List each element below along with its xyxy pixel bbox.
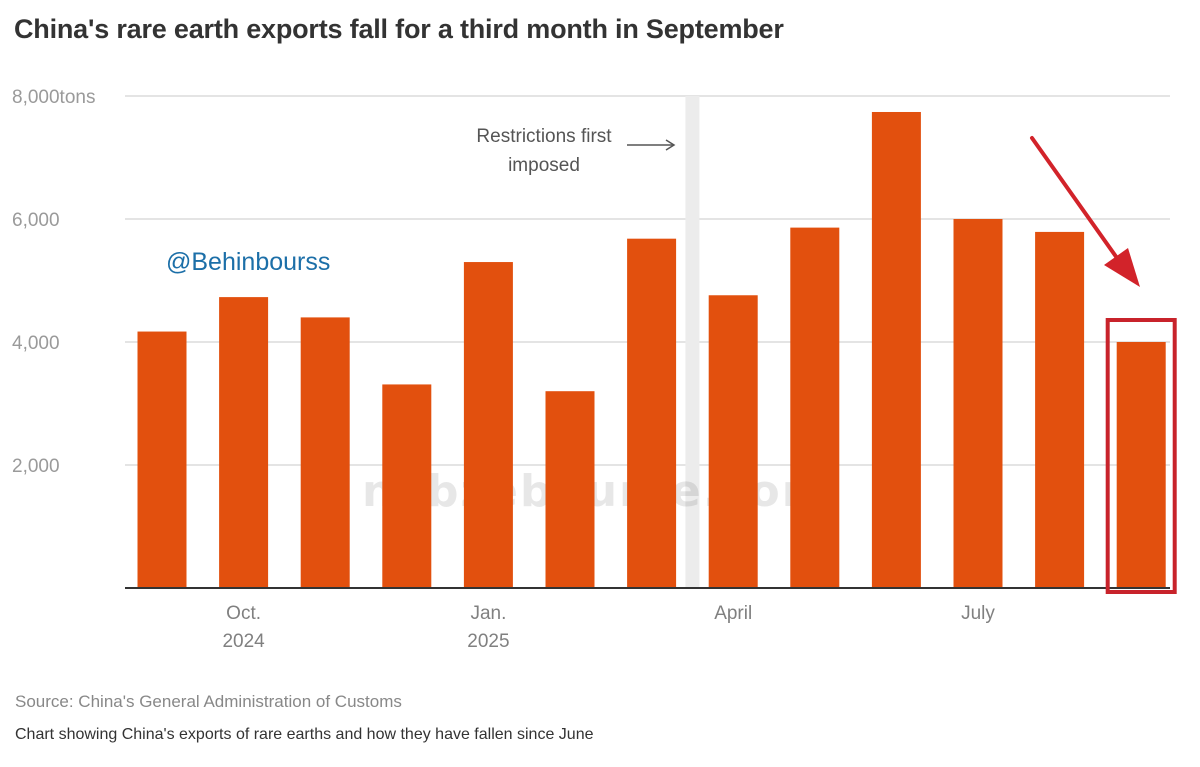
y-tick-label: 8,000tons — [12, 87, 95, 108]
red-arrow-shaft — [1030, 136, 1119, 260]
x-tick-label: July — [961, 603, 995, 624]
highlight-box — [1105, 318, 1177, 594]
bar-jul-2025 — [953, 219, 1003, 588]
y-tick-label: 6,000 — [12, 210, 60, 231]
watermark-site: nabzebourse.com — [362, 466, 830, 517]
chart-caption: Chart showing China's exports of rare ea… — [15, 726, 594, 743]
bar-oct-2024 — [219, 297, 269, 588]
annotation: Restrictions first imposed — [476, 126, 676, 176]
x-axis: Oct. 2024 Jan. 2025 April July — [125, 587, 1170, 652]
x-tick-label: Oct. — [226, 603, 261, 624]
x-tick-sublabel: 2025 — [467, 631, 509, 652]
watermark-handle: @Behinbourss — [166, 248, 330, 276]
bar-mar-2025 — [627, 238, 677, 588]
red-arrow-head-icon — [1104, 248, 1140, 287]
x-tick-label: Jan. — [470, 603, 506, 624]
bar-sep-2025 — [1116, 342, 1166, 588]
bar-sep-2024 — [137, 331, 187, 588]
annotation-arrow-icon — [627, 139, 676, 151]
annotation-line-2: imposed — [508, 155, 580, 176]
highlight — [1030, 136, 1177, 594]
annotation-line-1: Restrictions first — [476, 126, 612, 147]
x-tick-sublabel: 2024 — [222, 631, 265, 652]
y-tick-label: 4,000 — [12, 333, 60, 354]
bar-aug-2025 — [1035, 231, 1085, 589]
y-tick-label: 2,000 — [12, 456, 60, 477]
bar-nov-2024 — [300, 317, 350, 588]
bar-apr-2025 — [708, 295, 758, 588]
bar-dec-2024 — [382, 384, 432, 588]
bar-jan-2025 — [463, 262, 513, 588]
x-tick-label: April — [714, 603, 752, 624]
bar-feb-2025 — [545, 391, 595, 588]
restriction-marker-band — [685, 96, 700, 588]
chart-title: China's rare earth exports fall for a th… — [14, 14, 784, 44]
bar-jun-2025 — [871, 111, 921, 589]
source-note: Source: China's General Administration o… — [15, 692, 402, 711]
bar-may-2025 — [790, 227, 840, 589]
bars — [137, 111, 1166, 589]
